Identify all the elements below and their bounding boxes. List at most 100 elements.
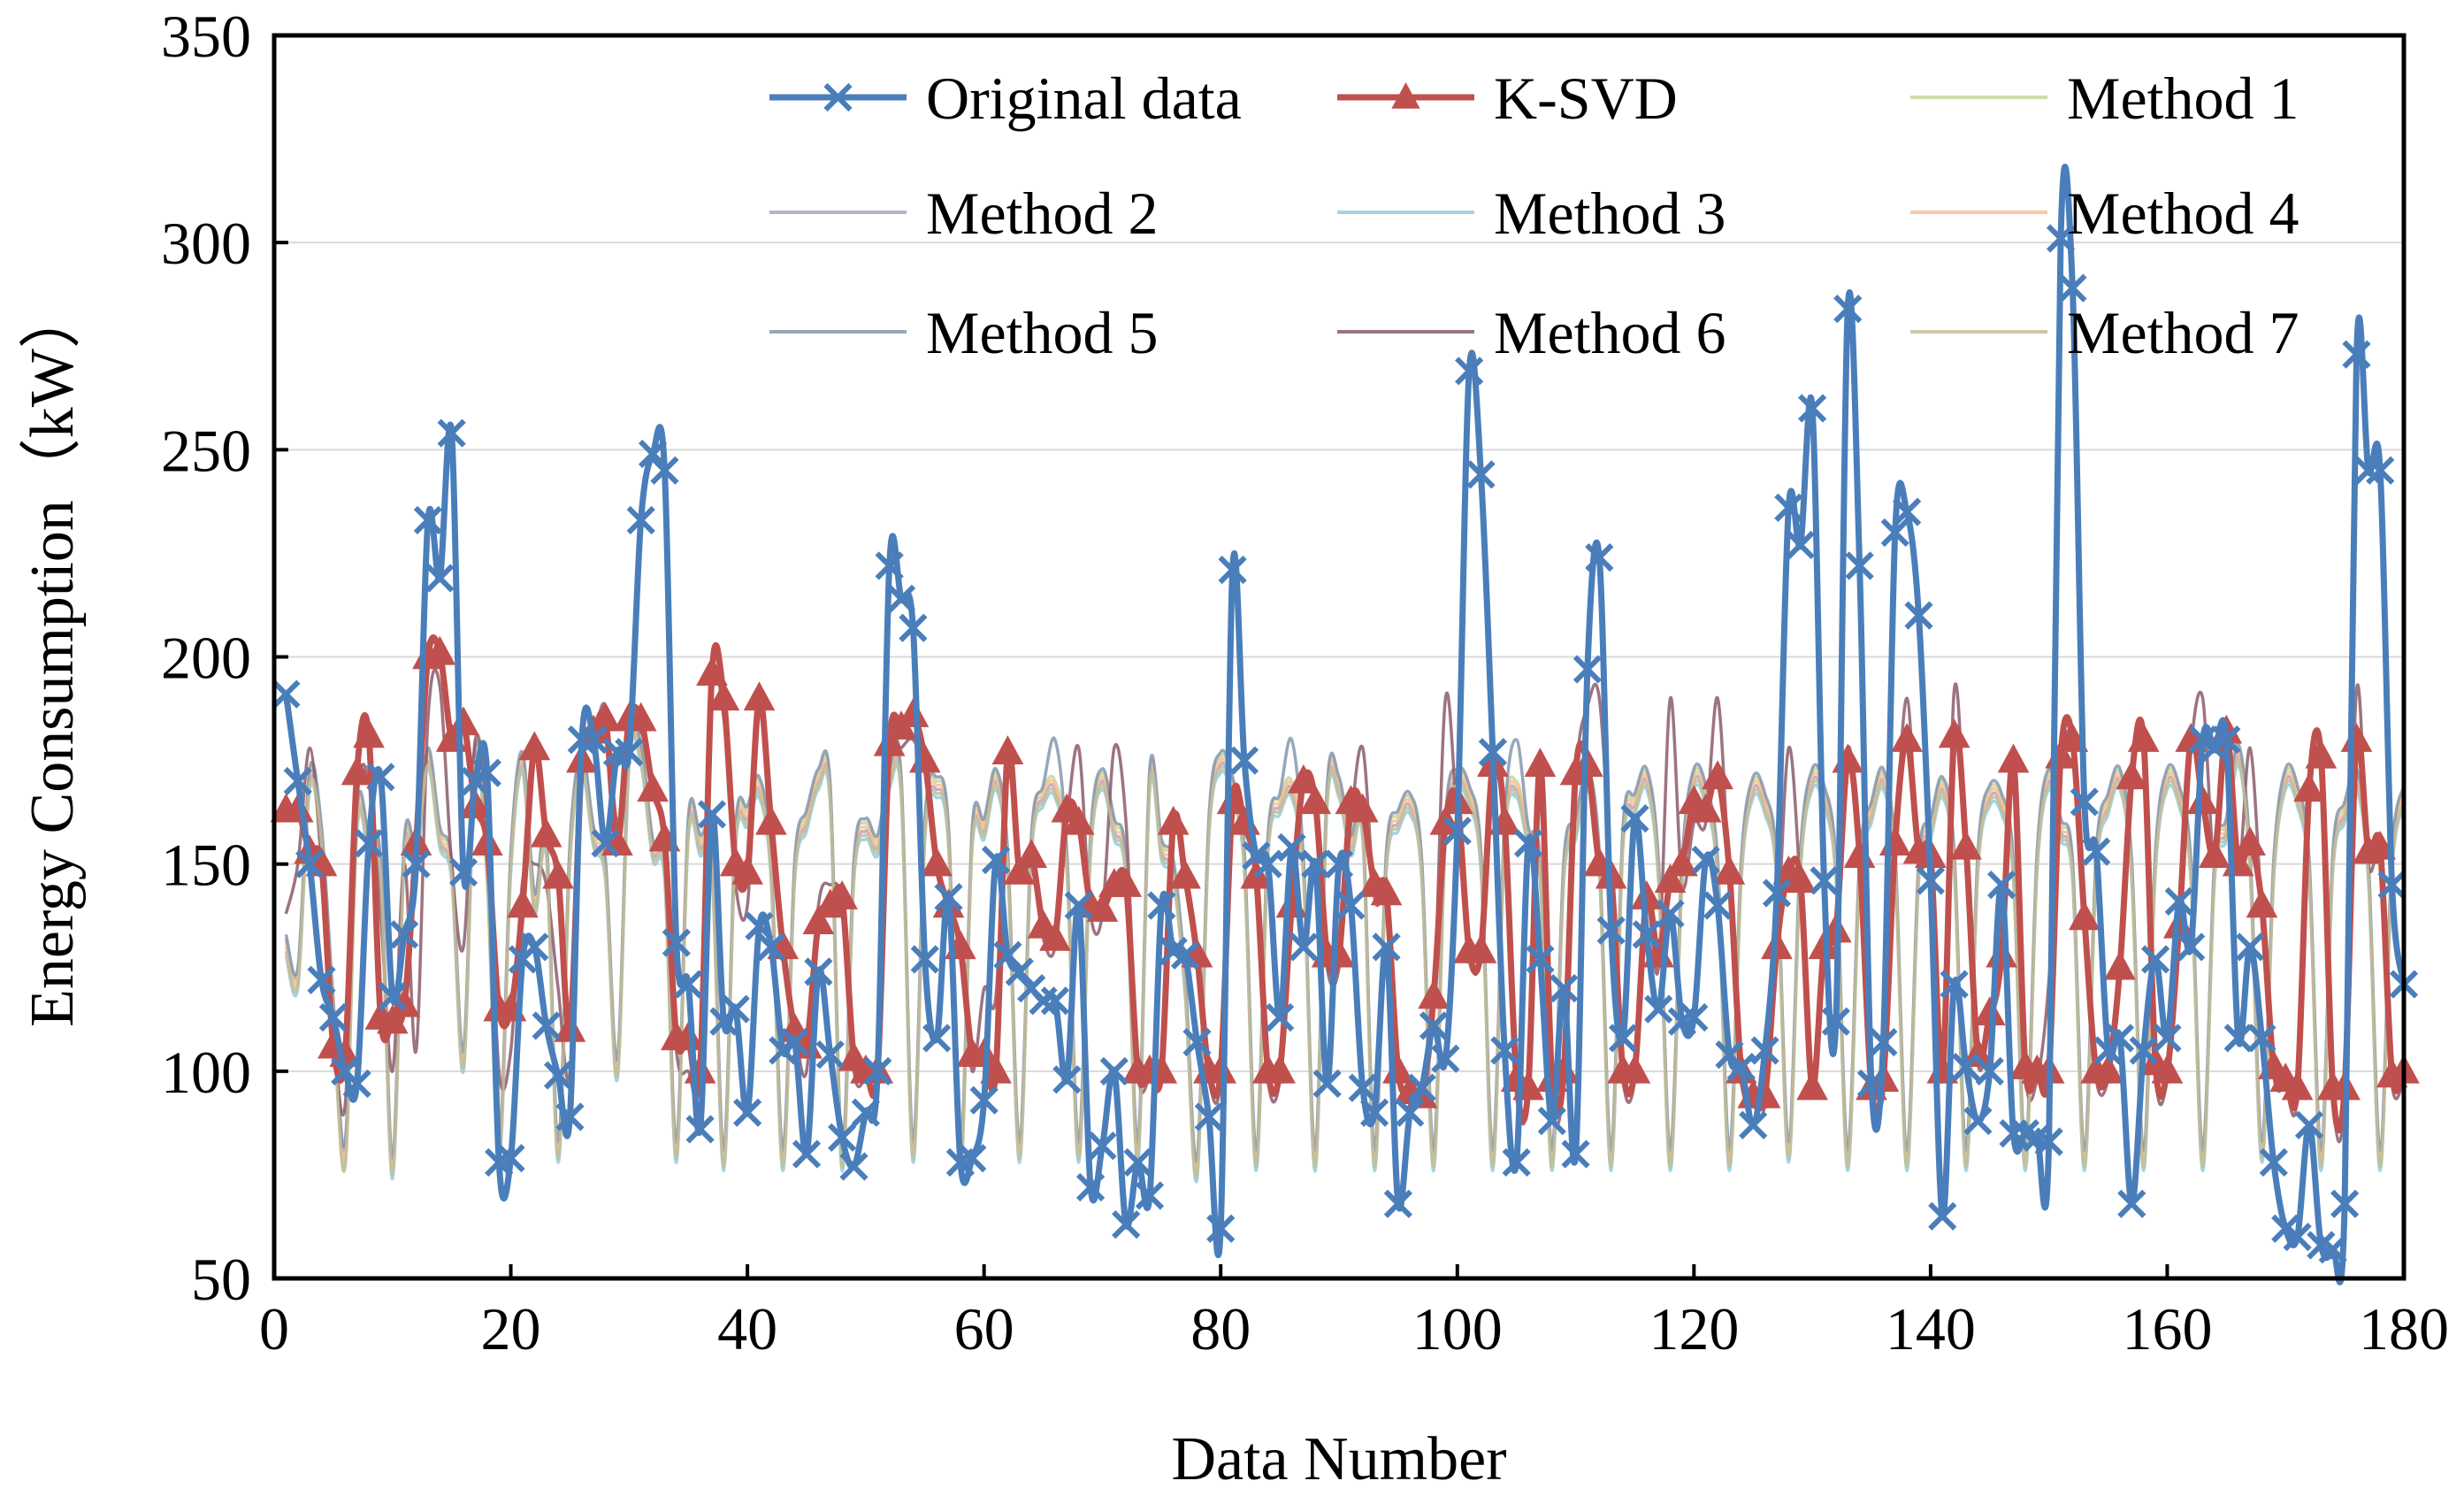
legend: Original data K-SVD Method 1 Method 2 Method… bbox=[769, 65, 2299, 366]
point-original-data-89 bbox=[1312, 1069, 1342, 1099]
point-original-data-156 bbox=[2105, 1024, 2135, 1053]
point-original-data-14 bbox=[425, 564, 455, 593]
point-original-data-68 bbox=[1064, 891, 1093, 920]
point-original-data-51 bbox=[863, 1056, 892, 1086]
point-original-data-112 bbox=[1585, 542, 1614, 572]
point-original-data-137 bbox=[1880, 518, 1909, 548]
legend-label-method-4: Method 4 bbox=[2067, 180, 2299, 247]
legend-entry-method-6: Method 6 bbox=[1337, 299, 1726, 366]
point-original-data-111 bbox=[1573, 655, 1603, 684]
point-k-svd-62 bbox=[991, 735, 1024, 764]
legend-label-method-2: Method 2 bbox=[926, 180, 1159, 247]
point-original-data-169 bbox=[2259, 1147, 2288, 1177]
x-tick-label-140: 140 bbox=[1886, 1295, 1976, 1362]
point-original-data-142 bbox=[1940, 970, 1969, 999]
point-original-data-147 bbox=[1999, 1118, 2028, 1148]
point-original-data-124 bbox=[1726, 1053, 1756, 1082]
x-tick-label-160: 160 bbox=[2122, 1295, 2212, 1362]
point-k-svd-138 bbox=[1891, 723, 1923, 752]
x-tick-label-180: 180 bbox=[2359, 1295, 2449, 1362]
point-k-svd-76 bbox=[1157, 805, 1190, 835]
point-original-data-24 bbox=[543, 1061, 573, 1090]
point-original-data-171 bbox=[2283, 1223, 2312, 1252]
point-original-data-87 bbox=[1289, 932, 1318, 962]
point-original-data-146 bbox=[1987, 870, 2016, 900]
point-original-data-175 bbox=[2330, 1189, 2360, 1218]
x-axis-title: Data Number bbox=[1171, 1425, 1506, 1493]
point-original-data-9 bbox=[366, 763, 395, 792]
point-k-svd-70 bbox=[1086, 893, 1119, 922]
point-original-data-153 bbox=[2070, 787, 2099, 817]
point-original-data-93 bbox=[1360, 1098, 1389, 1127]
point-k-svd-119 bbox=[1666, 847, 1698, 877]
point-original-data-167 bbox=[2235, 932, 2265, 962]
x-tick-label-100: 100 bbox=[1412, 1295, 1503, 1362]
point-original-data-131 bbox=[1810, 866, 1839, 895]
point-k-svd-160 bbox=[2151, 1054, 2184, 1084]
point-original-data-66 bbox=[1040, 986, 1070, 1016]
point-original-data-80 bbox=[1206, 1214, 1236, 1243]
point-original-data-115 bbox=[1620, 804, 1649, 833]
legend-entry-method-1: Method 1 bbox=[1910, 65, 2299, 132]
point-original-data-12 bbox=[402, 849, 431, 879]
point-original-data-166 bbox=[2223, 1024, 2253, 1053]
point-k-svd-156 bbox=[2104, 950, 2136, 980]
point-k-svd-24 bbox=[542, 859, 574, 889]
point-original-data-63 bbox=[1005, 957, 1034, 986]
point-k-svd-14 bbox=[424, 635, 456, 665]
legend-label-method-7: Method 7 bbox=[2067, 299, 2299, 366]
x-tick-label-40: 40 bbox=[717, 1295, 777, 1362]
point-k-svd-157 bbox=[2116, 760, 2148, 790]
point-original-data-165 bbox=[2212, 725, 2241, 755]
legend-label-k-svd: K-SVD bbox=[1494, 65, 1678, 132]
point-original-data-1 bbox=[272, 679, 301, 709]
point-original-data-116 bbox=[1632, 920, 1661, 949]
legend-entry-k-svd: K-SVD bbox=[1337, 65, 1678, 132]
point-k-svd-77 bbox=[1169, 859, 1201, 889]
point-k-svd-115 bbox=[1618, 1054, 1651, 1084]
legend-label-method-5: Method 5 bbox=[926, 299, 1159, 366]
point-original-data-102 bbox=[1466, 460, 1496, 489]
point-k-svd-23 bbox=[530, 817, 562, 848]
point-original-data-105 bbox=[1502, 1147, 1531, 1177]
point-original-data-94 bbox=[1372, 932, 1401, 962]
point-k-svd-10 bbox=[376, 1004, 409, 1034]
point-original-data-134 bbox=[1845, 551, 1874, 580]
point-k-svd-121 bbox=[1689, 793, 1722, 823]
point-k-svd-92 bbox=[1346, 793, 1379, 823]
point-original-data-62 bbox=[993, 940, 1022, 970]
point-original-data-11 bbox=[390, 920, 419, 949]
point-original-data-77 bbox=[1170, 940, 1200, 970]
point-original-data-179 bbox=[2377, 870, 2407, 900]
point-k-svd-42 bbox=[755, 805, 787, 835]
point-original-data-7 bbox=[342, 1069, 371, 1099]
point-original-data-81 bbox=[1218, 556, 1247, 585]
point-original-data-33 bbox=[650, 456, 679, 485]
point-k-svd-130 bbox=[1796, 1070, 1828, 1101]
point-original-data-92 bbox=[1348, 1073, 1377, 1102]
point-original-data-79 bbox=[1194, 1102, 1223, 1132]
point-k-svd-129 bbox=[1784, 863, 1817, 894]
point-original-data-44 bbox=[780, 1027, 809, 1057]
point-original-data-108 bbox=[1537, 1106, 1566, 1136]
point-original-data-141 bbox=[1928, 1201, 1957, 1231]
point-original-data-34 bbox=[662, 928, 691, 957]
point-k-svd-168 bbox=[2246, 888, 2278, 918]
point-original-data-15 bbox=[437, 418, 466, 448]
point-original-data-73 bbox=[1123, 1147, 1152, 1177]
point-original-data-104 bbox=[1490, 1036, 1519, 1065]
point-original-data-145 bbox=[1975, 1056, 2004, 1086]
point-original-data-125 bbox=[1739, 1110, 1768, 1140]
point-original-data-106 bbox=[1513, 829, 1543, 858]
plot-series bbox=[270, 164, 2420, 1285]
point-original-data-5 bbox=[318, 1002, 348, 1032]
point-k-svd-8 bbox=[353, 718, 385, 748]
point-k-svd-158 bbox=[2127, 723, 2160, 752]
point-k-svd-35 bbox=[672, 1021, 705, 1051]
point-original-data-161 bbox=[2164, 886, 2193, 916]
point-original-data-26 bbox=[567, 725, 596, 755]
point-k-svd-122 bbox=[1702, 760, 1733, 790]
point-original-data-16 bbox=[448, 857, 478, 887]
point-original-data-138 bbox=[1893, 497, 1922, 526]
